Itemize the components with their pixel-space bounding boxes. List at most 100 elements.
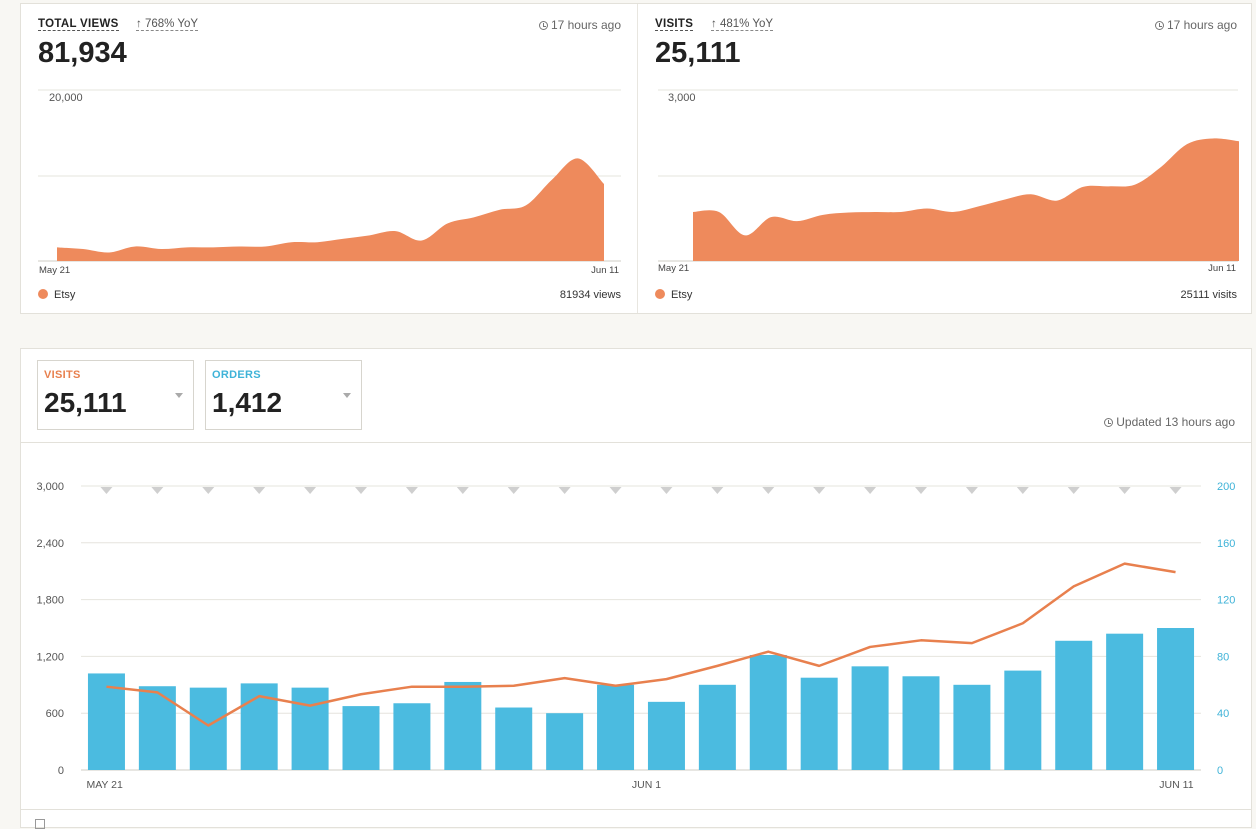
annotation-marker-icon bbox=[355, 487, 367, 494]
combo-chart-card: VISITS 25,111 ORDERS 1,412 Updated 13 ho… bbox=[20, 348, 1252, 829]
visits-panel: VISITS ↑ 481% YoY 17 hours ago 25,111 3,… bbox=[638, 4, 1253, 313]
total-views-panel: TOTAL VIEWS ↑ 768% YoY 17 hours ago 81,9… bbox=[21, 4, 637, 313]
views-x-end: Jun 11 bbox=[591, 265, 619, 276]
visits-x-end: Jun 11 bbox=[1208, 263, 1236, 274]
annotation-marker-icon bbox=[202, 487, 215, 494]
annotation-marker-icon bbox=[660, 487, 673, 494]
right-axis-tick: 200 bbox=[1217, 481, 1235, 493]
orders-bar bbox=[1106, 633, 1144, 770]
annotation-marker-icon bbox=[151, 487, 164, 494]
annotation-marker-icon bbox=[965, 487, 978, 494]
annotation-marker-icon bbox=[1016, 487, 1029, 494]
views-yoy-text: 768% YoY bbox=[144, 18, 199, 30]
annotation-marker-icon bbox=[1118, 487, 1131, 494]
visits-selector-label: VISITS bbox=[44, 369, 81, 381]
visits-line bbox=[106, 562, 1176, 727]
orders-bar bbox=[189, 687, 227, 770]
views-total: 81934 views bbox=[559, 289, 621, 301]
orders-bar bbox=[1004, 670, 1042, 770]
views-legend[interactable]: Etsy bbox=[38, 289, 75, 301]
clock-icon bbox=[1154, 21, 1164, 30]
arrow-up-icon: ↑ bbox=[136, 18, 142, 30]
visits-legend[interactable]: Etsy bbox=[655, 289, 692, 301]
orders-bar bbox=[87, 673, 125, 770]
annotation-marker-icon bbox=[1169, 487, 1182, 494]
total-views-value: 81,934 bbox=[38, 37, 127, 69]
orders-selector-value: 1,412 bbox=[212, 387, 283, 418]
annotation-marker-icon bbox=[100, 487, 113, 494]
visits-orders-combo-chart: 0 0 600 40 1,200 80 1,800 120 2,400 160 3,000 200 MA… bbox=[36, 481, 1235, 791]
annotation-marker-icon bbox=[253, 487, 266, 494]
orders-bar bbox=[342, 706, 380, 770]
orders-bar bbox=[138, 686, 176, 770]
clock-icon bbox=[1104, 418, 1114, 427]
annotation-marker-icon bbox=[304, 487, 317, 494]
orders-bar bbox=[800, 677, 838, 770]
views-area-path bbox=[57, 158, 604, 261]
orders-metric-selector[interactable]: ORDERS 1,412 bbox=[205, 360, 362, 430]
left-axis-tick: 2,400 bbox=[36, 538, 64, 550]
footer-checkbox[interactable] bbox=[35, 819, 45, 829]
visits-legend-text: Etsy bbox=[671, 289, 693, 301]
views-legend-text: Etsy bbox=[54, 289, 76, 301]
orders-bar bbox=[647, 701, 685, 770]
chevron-down-icon bbox=[343, 393, 351, 398]
header-divider bbox=[21, 442, 1251, 443]
annotation-marker-icon bbox=[456, 487, 469, 494]
annotation-marker-icon bbox=[762, 487, 775, 494]
visits-total: 25111 visits bbox=[1180, 289, 1237, 301]
views-yoy-change[interactable]: ↑ 768% YoY bbox=[136, 18, 199, 31]
views-ago-text: 17 hours ago bbox=[550, 18, 621, 32]
orders-bar bbox=[291, 687, 329, 770]
visits-area-chart: 3,000 May 21 Jun 11 bbox=[658, 89, 1239, 274]
x-axis-tick: MAY 21 bbox=[86, 779, 123, 791]
views-updated-time: 17 hours ago bbox=[538, 18, 621, 32]
visits-ago-text: 17 hours ago bbox=[1166, 18, 1237, 32]
visits-yoy-text: 481% YoY bbox=[719, 18, 774, 30]
visits-yoy-change[interactable]: ↑ 481% YoY bbox=[711, 18, 774, 31]
left-axis-tick: 1,200 bbox=[36, 651, 64, 663]
orders-bar bbox=[546, 713, 584, 770]
x-axis-tick: JUN 11 bbox=[1159, 779, 1193, 791]
visits-ymax-label: 3,000 bbox=[668, 92, 696, 104]
views-ymax-label: 20,000 bbox=[49, 92, 83, 104]
visits-area-path bbox=[693, 138, 1239, 261]
annotation-marker-icon bbox=[558, 487, 571, 494]
total-views-label[interactable]: TOTAL VIEWS bbox=[38, 18, 119, 31]
views-x-start: May 21 bbox=[39, 265, 70, 276]
right-axis-tick: 120 bbox=[1217, 595, 1235, 607]
clock-icon bbox=[538, 21, 548, 30]
orders-bar bbox=[444, 681, 482, 770]
orders-bar bbox=[749, 654, 787, 770]
panel-divider bbox=[637, 4, 638, 313]
right-axis-tick: 160 bbox=[1217, 538, 1235, 550]
stats-overview-card: TOTAL VIEWS ↑ 768% YoY 17 hours ago 81,9… bbox=[20, 3, 1252, 314]
etsy-dot-icon bbox=[38, 289, 48, 299]
annotation-marker-icon bbox=[915, 487, 927, 494]
visits-label[interactable]: VISITS bbox=[655, 18, 694, 31]
orders-bar bbox=[495, 707, 533, 770]
visits-selector-value: 25,111 bbox=[44, 387, 127, 418]
chart-updated-time: Updated 13 hours ago bbox=[1104, 415, 1235, 429]
orders-bar bbox=[597, 684, 635, 770]
left-axis-tick: 0 bbox=[58, 765, 64, 777]
chevron-down-icon bbox=[175, 393, 183, 398]
orders-selector-label: ORDERS bbox=[212, 369, 261, 381]
annotation-marker-icon bbox=[609, 487, 622, 494]
left-axis-tick: 1,800 bbox=[36, 595, 64, 607]
orders-bar bbox=[698, 684, 736, 770]
annotation-marker-icon bbox=[405, 487, 418, 494]
annotation-marker-icon bbox=[1067, 487, 1080, 494]
footer-divider bbox=[21, 809, 1251, 810]
updated-text: Updated 13 hours ago bbox=[1116, 415, 1235, 429]
orders-bar bbox=[851, 666, 889, 770]
orders-bar bbox=[902, 676, 940, 770]
right-axis-tick: 40 bbox=[1217, 708, 1229, 720]
views-area-chart: 20,000 May 21 Jun 11 bbox=[38, 89, 621, 276]
visits-x-start: May 21 bbox=[658, 263, 689, 274]
visits-metric-selector[interactable]: VISITS 25,111 bbox=[37, 360, 194, 430]
annotation-marker-icon bbox=[864, 487, 877, 494]
orders-bar bbox=[393, 703, 431, 770]
orders-bar bbox=[1157, 628, 1195, 770]
annotation-marker-icon bbox=[507, 487, 520, 494]
